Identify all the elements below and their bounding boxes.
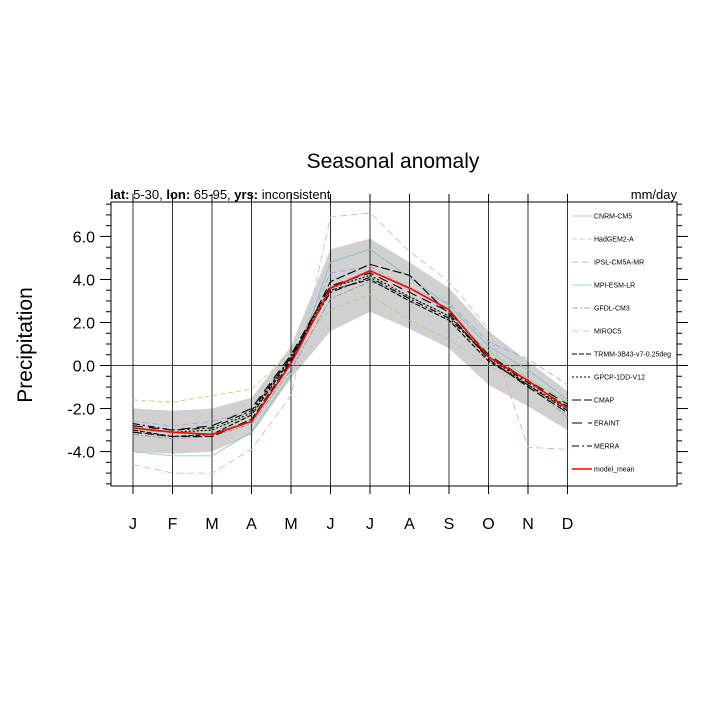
legend-label-miroc5: MIROC5 [594,329,621,336]
x-tick-label: M [205,516,218,533]
legend-label-ipsl-cm5a-mr: IPSL-CM5A-MR [594,260,644,267]
legend-label-mpi-esm-lr: MPI-ESM-LR [594,283,635,290]
x-tick-label: M [284,516,297,533]
y-tick-label: 2.0 [73,315,95,332]
subtitle-yrs-label: yrs: [234,187,258,202]
legend-label-gfdl-cm3: GFDL-CM3 [594,306,630,313]
legend-label-trmm-3b43-v7-0-25deg: TRMM-3B43-v7-0.25deg [594,352,671,359]
y-tick-label: -2.0 [67,402,95,419]
legend-label-hadgem2-a: HadGEM2-A [594,237,634,244]
spread-band-layer [133,238,568,454]
x-tick-label: A [404,516,415,533]
series-line-hadgem2-a [132,294,568,409]
y-tick-label: 6.0 [73,229,95,246]
grid-layer [111,202,677,486]
series-line-mpi-esm-lr [132,248,568,457]
subtitle-lon-value: 65-95, [190,187,234,202]
x-tick-label: N [522,516,534,533]
x-tick-label: J [327,516,335,533]
chart-title: Seasonal anomaly [307,150,480,173]
legend-label-cnrm-cm5: CNRM-CM5 [594,214,632,221]
y-tick-label: -4.0 [67,445,95,462]
subtitle-lat-label: lat: [110,187,130,202]
x-tick-label: J [129,516,137,533]
series-line-cmap [132,263,568,438]
series-line-merra [132,276,568,431]
legend: CNRM-CM5 HadGEM2-A IPSL-CM5A-MR MPI-ESM-LR G… [572,214,671,474]
legend-label-eraint: ERAINT [594,421,620,428]
units-label: mm/day [631,187,678,202]
series-line-model-mean [132,269,568,436]
legend-label-gpcp-1dd-v12: GPCP-1DD-V12 [594,375,645,382]
x-tick-label: A [246,516,257,533]
x-tick-label: D [562,516,574,533]
x-tick-label: O [482,516,494,533]
y-tick-label: 4.0 [73,272,95,289]
legend-label-cmap: CMAP [594,398,615,405]
y-tick-label: 0.0 [73,359,95,376]
x-tick-label: S [444,516,455,533]
subtitle-yrs-value: inconsistent [258,187,331,202]
series-layer [132,212,568,474]
x-tick-label: F [168,516,178,533]
tick-layer: 6.0 4.0 2.0 0.0 -2.0 -4.0 J F M A M J J A S O N D [67,194,688,533]
legend-label-model-mean: model_mean [594,467,635,474]
chart-subtitle: lat: 5-30, lon: 65-95, yrs: inconsistent [110,187,331,202]
subtitle-lon-label: lon: [166,187,190,202]
legend-label-merra: MERRA [594,444,620,451]
y-axis-label: Precipitation [14,287,37,403]
subtitle-lat-value: 5-30, [130,187,167,202]
spread-band [133,238,568,454]
series-line-ipsl-cm5a-mr [132,266,568,427]
x-tick-label: J [366,516,374,533]
